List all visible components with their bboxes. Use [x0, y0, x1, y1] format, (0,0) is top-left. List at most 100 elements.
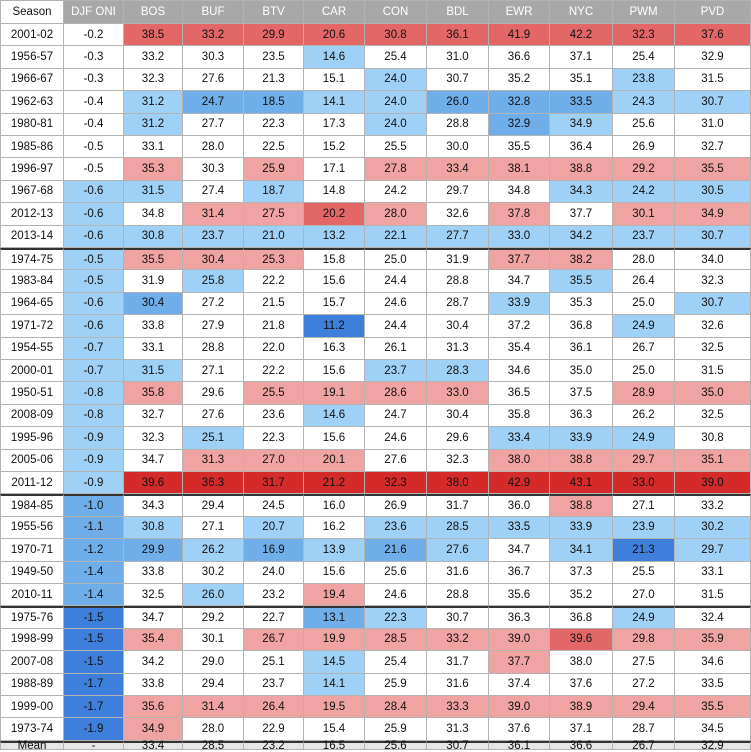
snow-value: 33.9: [550, 516, 613, 540]
season-label: 1973-74: [0, 718, 64, 741]
season-label: 1962-63: [0, 91, 64, 114]
snow-value: 28.0: [613, 248, 675, 271]
snow-value: 33.9: [489, 292, 550, 316]
snow-value: 35.6: [489, 584, 550, 607]
snow-value: 35.3: [550, 292, 613, 316]
snow-value: 34.9: [124, 718, 183, 741]
snow-value: 35.8: [124, 382, 183, 405]
snow-value: 27.7: [427, 225, 489, 248]
snow-value: 28.4: [365, 696, 427, 719]
snow-value: 39.6: [550, 628, 613, 652]
snow-value: 14.6: [304, 404, 365, 428]
snow-value: 28.8: [427, 113, 489, 136]
snow-value: 32.3: [675, 270, 751, 293]
snow-value: 14.6: [304, 46, 365, 69]
snow-value: 33.9: [550, 427, 613, 450]
snow-value: 34.3: [550, 180, 613, 204]
snow-value: 11.2: [304, 315, 365, 338]
snow-value: 31.0: [675, 113, 751, 136]
season-label: 1995-96: [0, 427, 64, 450]
snow-value: 24.7: [183, 91, 244, 114]
snow-value: 16.0: [304, 494, 365, 517]
snow-value: 32.6: [675, 315, 751, 338]
snow-value: 25.1: [244, 651, 304, 674]
snow-value: 20.2: [304, 203, 365, 226]
snow-value: 24.0: [365, 113, 427, 136]
snow-value: 36.0: [489, 494, 550, 517]
snow-value: 34.6: [675, 651, 751, 674]
snow-value: 21.6: [365, 539, 427, 562]
snow-value: 36.3: [183, 472, 244, 495]
snow-value: 20.1: [304, 449, 365, 472]
snow-value: 23.6: [365, 516, 427, 540]
snow-value: 25.9: [244, 158, 304, 181]
snow-value: 26.2: [183, 539, 244, 562]
season-label: 1996-97: [0, 158, 64, 181]
oni-value: -0.3: [64, 68, 124, 92]
snow-value: 30.2: [675, 516, 751, 540]
snow-value: 31.5: [675, 584, 751, 607]
oni-value: -1.5: [64, 628, 124, 652]
snow-value: 32.3: [124, 68, 183, 92]
mean-value: 25.6: [365, 740, 427, 752]
snow-value: 27.9: [183, 315, 244, 338]
snow-value: 31.4: [183, 203, 244, 226]
oni-value: -0.6: [64, 315, 124, 338]
snow-value: 30.7: [675, 292, 751, 316]
snow-value: 35.1: [675, 449, 751, 472]
oni-value: -0.9: [64, 449, 124, 472]
season-label: 1955-56: [0, 516, 64, 540]
snow-value: 31.5: [675, 68, 751, 92]
snow-value: 22.0: [244, 337, 304, 360]
oni-value: -0.6: [64, 203, 124, 226]
snow-value: 30.4: [427, 404, 489, 428]
oni-value: -0.8: [64, 382, 124, 405]
snow-value: 28.7: [613, 718, 675, 741]
snow-value: 28.0: [183, 718, 244, 741]
column-header: PWM: [613, 0, 675, 24]
snow-value: 27.2: [613, 673, 675, 696]
snow-value: 36.6: [489, 46, 550, 69]
snow-value: 28.0: [183, 136, 244, 159]
snow-value: 23.5: [244, 46, 304, 69]
snow-value: 34.7: [124, 449, 183, 472]
snow-value: 37.1: [550, 718, 613, 741]
snow-value: 23.7: [183, 225, 244, 248]
snow-value: 28.8: [427, 584, 489, 607]
snow-value: 27.1: [183, 516, 244, 540]
snow-value: 33.2: [183, 24, 244, 47]
snow-value: 37.1: [550, 46, 613, 69]
snow-value: 21.8: [244, 315, 304, 338]
snow-value: 30.8: [124, 516, 183, 540]
snow-value: 43.1: [550, 472, 613, 495]
snow-value: 22.9: [244, 718, 304, 741]
snow-value: 34.7: [489, 270, 550, 293]
snow-value: 29.9: [244, 24, 304, 47]
snow-value: 30.3: [183, 46, 244, 69]
snow-value: 36.3: [489, 606, 550, 629]
column-header: CAR: [304, 0, 365, 24]
snow-value: 13.2: [304, 225, 365, 248]
season-label: 1985-86: [0, 136, 64, 159]
snow-value: 24.5: [244, 494, 304, 517]
snow-value: 31.5: [124, 360, 183, 383]
snow-value: 27.1: [183, 360, 244, 383]
snow-value: 32.6: [427, 203, 489, 226]
snow-value: 29.7: [427, 180, 489, 204]
snow-value: 28.5: [365, 628, 427, 652]
snow-value: 28.6: [365, 382, 427, 405]
snow-value: 26.2: [613, 404, 675, 428]
oni-value: -0.4: [64, 91, 124, 114]
oni-value: -0.5: [64, 158, 124, 181]
snow-value: 27.0: [244, 449, 304, 472]
snow-value: 38.1: [489, 158, 550, 181]
snow-value: 31.9: [427, 248, 489, 271]
snow-value: 37.5: [550, 382, 613, 405]
snow-value: 32.9: [489, 113, 550, 136]
snow-value: 14.8: [304, 180, 365, 204]
snow-value: 32.3: [124, 427, 183, 450]
snow-value: 25.5: [613, 561, 675, 584]
snow-value: 15.1: [304, 68, 365, 92]
snow-value: 27.6: [183, 404, 244, 428]
snow-value: 35.5: [489, 136, 550, 159]
